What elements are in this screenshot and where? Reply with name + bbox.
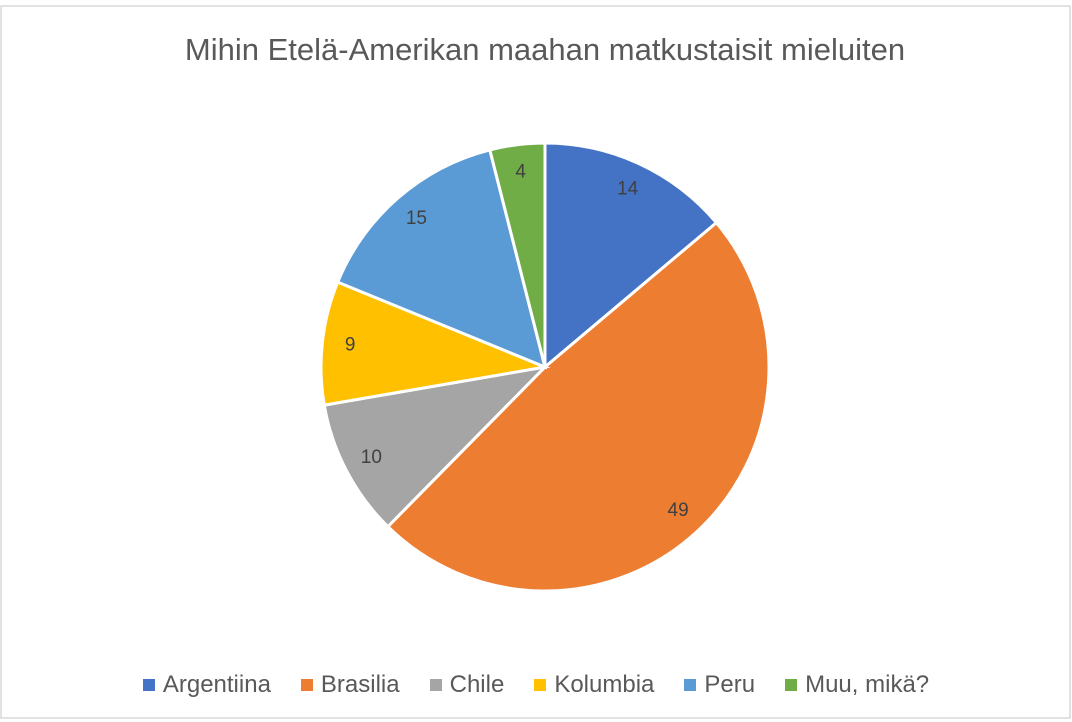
legend-label: Argentiina	[162, 671, 271, 698]
legend-swatch	[534, 679, 547, 691]
legend-item: Brasilia	[300, 671, 400, 699]
legend-swatch	[142, 679, 155, 691]
legend: Argentiina Brasilia Chile Kolumbia Peru Muu, …	[0, 668, 1072, 702]
legend-item: Peru	[684, 671, 755, 699]
legend-label: Brasilia	[320, 671, 400, 698]
pie-slice	[319, 280, 551, 407]
legend-item: Muu, mikä?	[785, 671, 929, 699]
data-label: 15	[406, 208, 427, 229]
legend-label: Muu, mikä?	[805, 671, 930, 698]
legend-item: Argentiina	[142, 671, 271, 699]
data-label: 14	[617, 178, 639, 199]
legend-label: Kolumbia	[554, 671, 655, 698]
pie-slice	[335, 148, 548, 370]
pie-slice	[385, 220, 771, 593]
legend-label: Chile	[449, 671, 505, 698]
legend-item: Kolumbia	[534, 671, 654, 699]
pie-slice	[322, 364, 550, 529]
legend-swatch	[300, 679, 313, 691]
data-label: 4	[515, 162, 526, 183]
legend-label: Peru	[704, 671, 756, 698]
data-label: 49	[668, 500, 689, 521]
data-label: 10	[361, 447, 382, 468]
legend-item: Chile	[429, 671, 505, 699]
legend-swatch	[429, 679, 442, 691]
pie-slice	[488, 141, 547, 368]
pie-slice	[543, 141, 719, 371]
chart-title: Mihin Etelä-Amerikan maahan matkustaisit…	[185, 32, 905, 67]
legend-swatch	[684, 679, 697, 691]
data-label: 9	[345, 335, 356, 356]
legend-swatch	[785, 679, 798, 691]
